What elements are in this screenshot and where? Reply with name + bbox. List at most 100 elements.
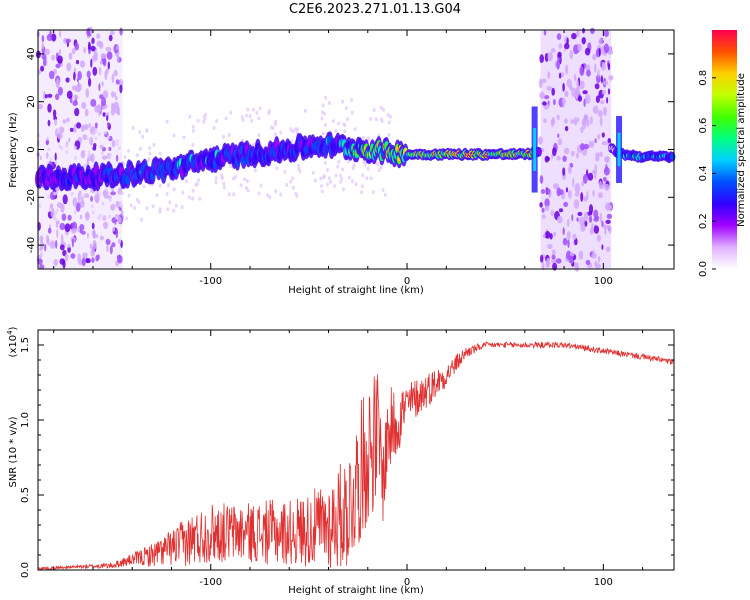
noise-speckle (546, 86, 552, 91)
ridge-halo (155, 193, 159, 198)
ridge-halo (101, 201, 105, 206)
ridge-halo (46, 136, 50, 141)
ridge-halo (174, 203, 178, 208)
ridge-halo (248, 114, 252, 119)
noise-speckle (562, 167, 566, 176)
ridge-halo (97, 132, 101, 137)
noise-speckle (541, 207, 545, 213)
ridge-halo (257, 116, 261, 121)
noise-speckle (93, 51, 98, 59)
noise-speckle (79, 60, 86, 68)
noise-speckle (55, 239, 58, 249)
ridge-halo (115, 216, 119, 220)
ridge-halo (48, 207, 52, 212)
noise-speckle (99, 144, 104, 149)
ridge-halo (53, 216, 57, 221)
noise-speckle (583, 143, 590, 150)
ridge-halo (323, 111, 326, 116)
noise-speckle (544, 95, 550, 100)
ridge-halo (329, 179, 333, 184)
noise-speckle (595, 152, 601, 159)
noise-speckle (545, 188, 551, 195)
noise-speckle (594, 261, 598, 267)
noise-speckle (556, 114, 560, 121)
ridge-halo (148, 146, 152, 151)
noise-speckle (573, 74, 577, 82)
ridge-halo (275, 166, 279, 171)
noise-speckle (40, 251, 43, 258)
noise-speckle (604, 225, 607, 236)
noise-speckle (544, 198, 550, 208)
ridge-halo (387, 120, 391, 125)
noise-speckle (111, 139, 116, 148)
noise-speckle (99, 60, 103, 65)
noise-speckle (577, 43, 582, 52)
noise-speckle (579, 80, 585, 90)
colorbar-gradient (712, 30, 737, 269)
noise-speckle (565, 64, 569, 75)
noise-speckle (77, 193, 81, 202)
noise-speckle (583, 114, 589, 122)
ridge-halo (303, 108, 307, 113)
ridge-halo (345, 117, 349, 122)
noise-speckle (605, 246, 611, 252)
ridge-halo (185, 179, 189, 184)
ridge-halo (232, 192, 236, 197)
noise-speckle (37, 103, 43, 110)
ridge-halo (229, 164, 233, 169)
y-tick-label: 0.0 (20, 562, 31, 578)
noise-speckle (80, 149, 86, 159)
page-title: C2E6.2023.271.01.13.G04 (288, 2, 462, 17)
ridge-halo (145, 206, 149, 211)
ridge-halo (362, 159, 366, 164)
noise-speckle (110, 91, 115, 98)
ridge-halo (344, 106, 348, 111)
noise-speckle (115, 154, 119, 162)
ridge-halo (227, 192, 231, 197)
noise-speckle (67, 243, 71, 248)
noise-speckle (572, 233, 577, 240)
noise-speckle (73, 123, 77, 134)
ridge-halo (127, 148, 131, 153)
noise-speckle (604, 183, 610, 191)
noise-speckle (120, 210, 124, 215)
noise-speckle (91, 37, 95, 45)
ridge-halo (73, 145, 77, 150)
noise-speckle (581, 181, 585, 187)
noise-speckle (60, 203, 65, 213)
noise-speckle (585, 259, 591, 265)
noise-speckle (581, 37, 586, 45)
noise-speckle (44, 48, 50, 56)
noise-speckle (73, 94, 79, 100)
edge-streak-core (533, 127, 537, 172)
ridge-halo (60, 146, 64, 151)
noise-speckle (47, 227, 52, 234)
ridge-halo (369, 117, 373, 121)
ridge-halo (145, 128, 149, 133)
noise-speckle (565, 187, 569, 193)
noise-speckle (594, 83, 600, 90)
ridge-halo (98, 192, 102, 197)
noise-speckle (592, 53, 597, 61)
noise-speckle (579, 216, 585, 227)
ridge-halo (387, 132, 391, 137)
noise-speckle (79, 214, 83, 220)
noise-speckle (52, 109, 57, 118)
noise-speckle (549, 233, 553, 240)
noise-speckle (41, 42, 44, 50)
noise-speckle (579, 66, 584, 76)
noise-speckle (94, 122, 98, 129)
ridge-halo (267, 109, 271, 113)
ridge-halo (180, 205, 184, 210)
noise-speckle (569, 162, 574, 168)
noise-speckle (44, 94, 48, 99)
noise-speckle (106, 51, 113, 60)
ridge-halo (353, 127, 357, 132)
noise-speckle (111, 73, 115, 84)
noise-speckle (89, 26, 93, 36)
ridge-halo (117, 146, 121, 151)
noise-speckle (88, 122, 91, 128)
noise-speckle (39, 235, 44, 242)
noise-speckle (101, 97, 107, 107)
ridge-halo (297, 166, 301, 171)
